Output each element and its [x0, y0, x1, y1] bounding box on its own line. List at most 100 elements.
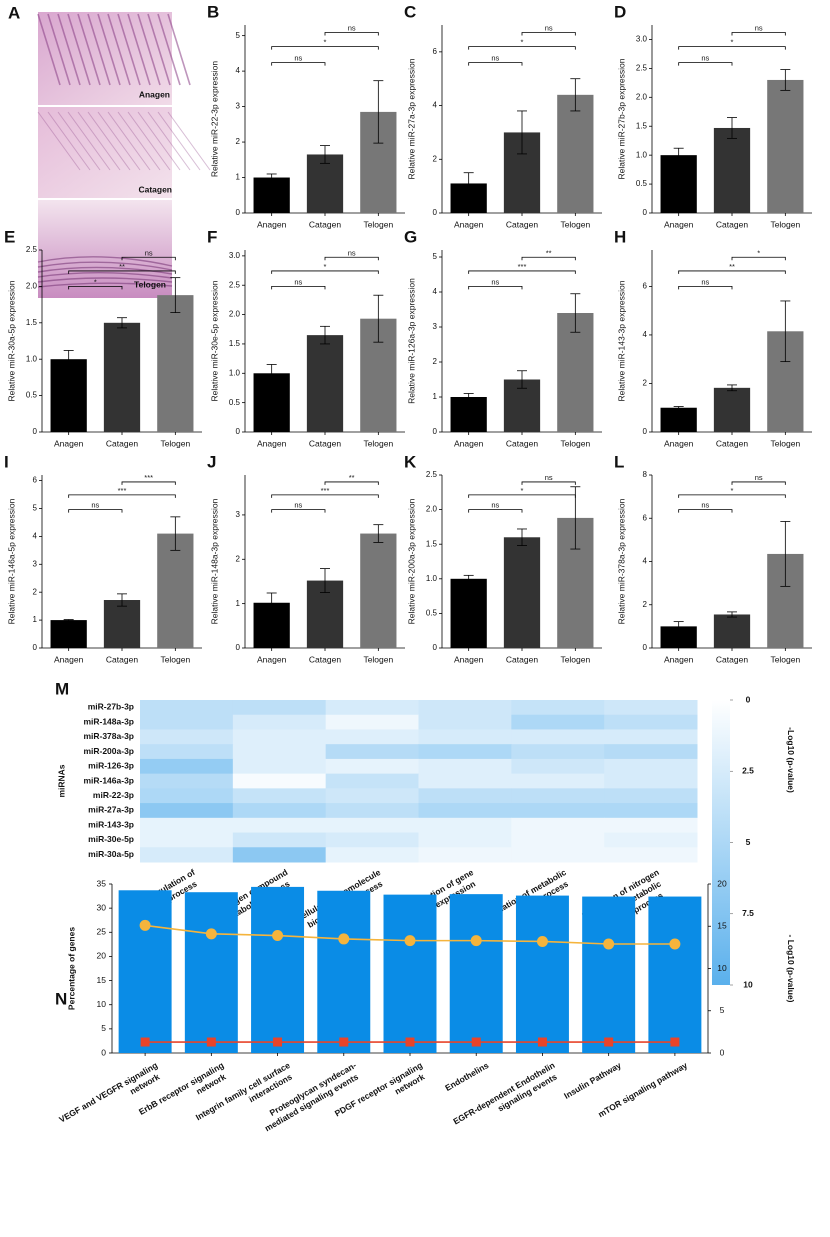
y-tick-label: 1.5 — [229, 339, 241, 348]
colorbar-tick-label: 5 — [746, 837, 751, 847]
y-tick-label: 2 — [643, 600, 648, 609]
x-tick-label: Telogen — [560, 654, 590, 664]
error-bar — [170, 516, 181, 551]
bar — [118, 890, 172, 1053]
marker — [139, 919, 151, 931]
row-label: miR-30a-5p — [88, 849, 134, 859]
bar — [648, 896, 702, 1053]
x-tick-label: Telogen — [160, 654, 190, 664]
significance-bracket — [678, 46, 786, 50]
heat-cell — [511, 758, 605, 775]
x-tick-label: Catagen — [309, 438, 341, 448]
y-tick-label: 1.0 — [636, 150, 648, 159]
y-axis-label: Relative miR-30a-5p expression — [6, 280, 16, 401]
x-tick-label: Telogen — [363, 438, 393, 448]
y-tick-label: 2.5 — [636, 63, 648, 72]
x-tick-label: Telogen — [160, 438, 190, 448]
heat-cell — [140, 832, 234, 848]
colorbar-tick-label: 10 — [743, 979, 753, 989]
y-tick-label: 0 — [236, 643, 241, 652]
heat-cell — [232, 788, 327, 804]
texture-line — [37, 272, 173, 279]
x-tick-label-line: Endothelins — [443, 1060, 490, 1093]
y-tick-label: 2 — [33, 587, 38, 596]
image-label: Anagen — [139, 89, 170, 99]
bar — [157, 533, 194, 648]
heat-cell — [140, 773, 234, 789]
heat-cell — [511, 832, 605, 848]
texture-line — [127, 13, 151, 86]
significance-label: ns — [545, 473, 553, 482]
x-tick-label: Catagen — [506, 219, 538, 229]
y-tick-label: 0 — [101, 1047, 106, 1057]
row-label: miR-30e-5p — [88, 834, 134, 844]
y-tick-label: 2.0 — [26, 282, 38, 291]
marker — [604, 1037, 614, 1047]
y-axis-label: miRNAs — [56, 764, 66, 797]
image-label: Catagen — [138, 184, 172, 194]
panel-letter: G — [404, 227, 417, 246]
significance-bracket — [271, 509, 326, 513]
y-tick-label: 3 — [433, 322, 438, 331]
bar — [660, 407, 697, 432]
y-tick-label: 20 — [97, 951, 107, 961]
panel-letter: N — [55, 989, 67, 1008]
heat-cell — [418, 714, 512, 730]
panel-letter: A — [8, 3, 20, 22]
texture-line — [107, 111, 151, 171]
y-tick-label: 2.5 — [229, 280, 241, 289]
error-bar — [63, 350, 74, 369]
error-bar — [373, 80, 384, 144]
significance-bracket — [521, 256, 576, 261]
y-tick-label: 2 — [643, 379, 648, 388]
heat-cell — [140, 714, 234, 730]
marker — [338, 933, 350, 945]
y-tick-label: 1.5 — [426, 539, 438, 548]
y2-tick-label: 5 — [720, 1005, 725, 1015]
error-bar — [727, 611, 737, 618]
y-tick-label: 0 — [236, 208, 241, 217]
significance-label: ns — [91, 501, 99, 510]
y2-tick-label: 15 — [717, 921, 727, 931]
y-tick-label: 2.0 — [229, 310, 241, 319]
texture-line — [167, 13, 191, 86]
y-tick-label: 1 — [33, 615, 38, 624]
y-tick-label: 4 — [643, 557, 648, 566]
texture-line — [147, 111, 191, 171]
texture-line — [157, 111, 201, 171]
bar — [713, 127, 751, 213]
y-axis-label: Relative miR-200a-3p expression — [406, 498, 416, 624]
marker — [404, 935, 416, 947]
y-axis-label: Relative miR-27b-3p expression — [616, 58, 626, 179]
error-bar — [117, 593, 127, 607]
bar — [503, 537, 541, 648]
histology-texture — [37, 13, 211, 288]
heat-cell — [325, 817, 419, 834]
panel-letter: K — [404, 452, 417, 471]
y-tick-label: 4 — [433, 287, 438, 296]
error-bar — [570, 293, 581, 333]
colorbar-label: -Log10 (p-value) — [786, 727, 796, 793]
x-tick-label: Catagen — [309, 654, 341, 664]
error-bar — [673, 147, 684, 163]
y-tick-label: 10 — [97, 999, 107, 1009]
y-tick-label: 3.0 — [636, 35, 648, 44]
significance-label: *** — [321, 486, 330, 495]
heat-cell — [325, 832, 419, 848]
marker — [471, 1037, 481, 1047]
marker — [140, 1037, 150, 1047]
significance-label: * — [324, 262, 327, 271]
error-bar — [373, 524, 384, 543]
marker — [405, 1037, 415, 1047]
heat-cell — [140, 744, 234, 760]
error-bar — [780, 521, 791, 587]
heat-cell — [418, 847, 512, 863]
y-tick-label: 5 — [236, 31, 241, 40]
texture-line — [67, 111, 111, 171]
significance-label: ns — [701, 501, 709, 510]
significance-label: ns — [545, 24, 553, 33]
y-tick-label: 4 — [433, 101, 438, 110]
row-label: miR-27b-3p — [88, 702, 134, 712]
panel-letter: D — [614, 2, 626, 21]
bar — [306, 154, 344, 213]
